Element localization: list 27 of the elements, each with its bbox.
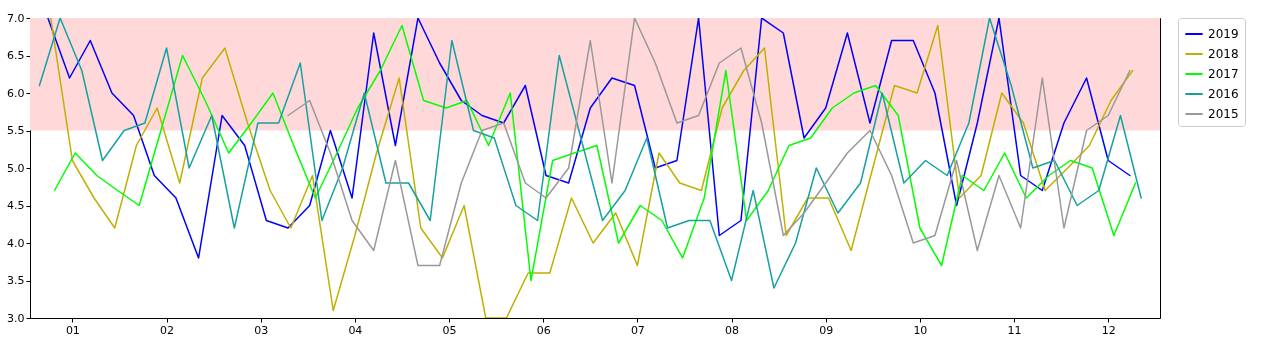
y-tick-label: 6.5 [7,49,25,62]
y-tick-label: 5.5 [7,124,25,137]
x-tick-label: 01 [65,323,80,337]
y-tick-label: 7.0 [7,11,25,25]
x-tick-label: 02 [160,323,175,337]
x-tick-label: 06 [536,323,551,337]
x-tick-label: 07 [630,323,645,337]
legend-label: 2015 [1208,107,1239,121]
x-tick-label: 11 [1007,323,1022,337]
y-tick-label: 5.0 [7,161,25,175]
y-tick-label: 3.5 [7,274,25,287]
legend-label: 2018 [1208,47,1239,61]
x-tick-label: 12 [1101,323,1116,337]
legend-label: 2019 [1208,27,1239,41]
x-tick-label: 09 [819,323,834,337]
y-tick-label: 3.0 [7,311,25,325]
y-tick-label: 6.0 [7,86,25,100]
x-tick-label: 03 [254,323,269,337]
legend-label: 2017 [1208,67,1239,81]
x-tick-label: 10 [913,323,928,337]
x-tick-label: 08 [725,323,740,337]
x-tick-label: 05 [442,323,457,337]
line-series [287,18,1131,267]
x-tick-label: 04 [348,323,363,337]
y-tick-label: 4.0 [7,236,25,250]
y-tick-label: 4.5 [7,199,25,212]
legend-label: 2016 [1208,87,1239,101]
